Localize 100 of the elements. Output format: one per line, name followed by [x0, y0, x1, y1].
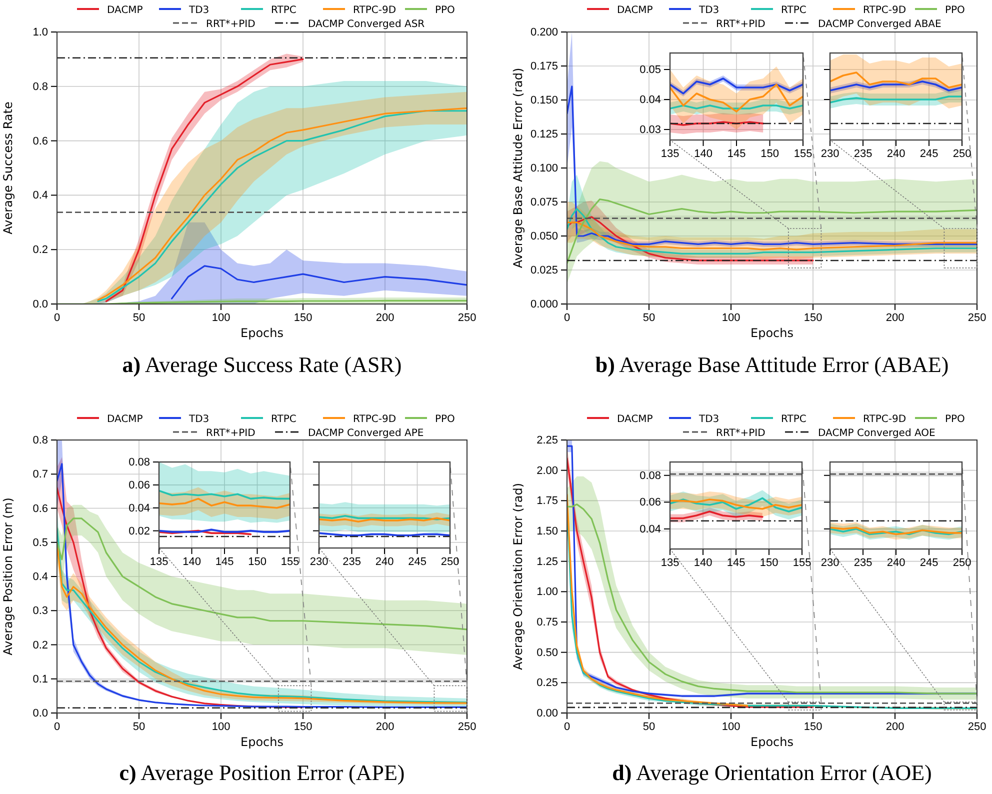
x-tick-label: 230 — [820, 148, 840, 160]
legend-label: PPO — [435, 5, 456, 16]
legend-label: PPO — [435, 414, 456, 425]
y-tick-label: 0.04 — [128, 502, 150, 514]
x-tick-label: 135 — [150, 556, 168, 568]
legend-label: RRT*+PID — [206, 19, 256, 30]
x-tick-label: 145 — [215, 556, 234, 568]
y-tick-label: 0.2 — [32, 244, 48, 256]
x-tick-label: 245 — [408, 556, 426, 568]
x-tick-label: 50 — [642, 312, 656, 324]
x-tick-label: 140 — [182, 556, 201, 568]
x-tick-label: 155 — [792, 556, 812, 569]
y-tick-label: 0.03 — [640, 124, 661, 136]
x-tick-label: 235 — [854, 148, 872, 160]
x-tick-label: 250 — [968, 312, 986, 324]
x-tick-label: 50 — [642, 720, 656, 733]
x-tick-label: 240 — [886, 148, 906, 160]
y-axis-title: Average Orientation Error (rad) — [511, 483, 525, 670]
y-axis-title: Average Position Error (m) — [1, 498, 15, 656]
text: d) Average Orientation Error (AOE) — [612, 760, 932, 785]
legend-label: DACMP — [107, 5, 143, 16]
x-tick-label: 200 — [886, 312, 904, 324]
x-tick-label: 155 — [280, 556, 300, 568]
y-tick-label: 2.25 — [536, 434, 558, 447]
y-tick-label: 0.200 — [530, 26, 558, 39]
y-tick-label: 0.08 — [128, 456, 150, 469]
y-tick-label: 0.125 — [530, 128, 558, 141]
x-tick-label: 0 — [564, 312, 570, 324]
legend-label: PPO — [945, 414, 966, 425]
legend-label: RTPC-9D — [353, 414, 396, 425]
y-tick-label: 0.05 — [640, 64, 661, 76]
y-tick-label: 0.25 — [536, 677, 558, 690]
x-tick-label: 100 — [212, 720, 230, 733]
y-tick-label: 0.00 — [536, 708, 558, 720]
legend-label: TD3 — [698, 414, 720, 425]
x-tick-label: 150 — [804, 312, 822, 324]
legend-label: TD3 — [188, 414, 210, 425]
legend-label: DACMP Converged ABAE — [818, 19, 942, 30]
x-tick-label: 230 — [820, 556, 840, 569]
y-tick-label: 0.6 — [32, 135, 48, 148]
legend-label: DACMP Converged ASR — [308, 19, 425, 30]
legend-label: DACMP — [107, 414, 143, 425]
y-tick-label: 0.06 — [128, 479, 150, 492]
x-tick-label: 155 — [794, 148, 812, 160]
y-tick-label: 0.8 — [32, 434, 48, 447]
legend-label: TD3 — [698, 5, 720, 16]
x-tick-label: 150 — [294, 720, 312, 733]
legend-label: DACMP — [617, 5, 653, 16]
x-tick-label: 145 — [726, 556, 746, 569]
y-tick-label: 0.50 — [536, 646, 558, 659]
x-tick-label: 50 — [132, 720, 146, 733]
x-tick-label: 150 — [760, 148, 779, 160]
y-tick-label: 1.50 — [536, 526, 558, 538]
legend-label: TD3 — [188, 5, 210, 16]
x-tick-label: 150 — [760, 556, 778, 569]
x-tick-label: 50 — [132, 312, 146, 324]
y-tick-label: 0.100 — [530, 162, 558, 175]
x-tick-label: 200 — [886, 720, 904, 733]
y-tick-label: 0.4 — [32, 190, 48, 202]
y-tick-label: 0.3 — [32, 605, 48, 618]
legend-label: DACMP Converged APE — [308, 428, 424, 439]
y-tick-label: 0.04 — [640, 523, 661, 536]
text: b) Average Base Attitude Error (ABAE) — [595, 352, 949, 377]
legend-label: RRT*+PID — [206, 428, 256, 439]
y-tick-label: 0.000 — [530, 298, 558, 311]
legend-label: RTPC-9D — [863, 414, 906, 425]
y-tick-label: 0.0 — [32, 298, 48, 311]
legend-label: RRT*+PID — [716, 428, 766, 439]
x-tick-label: 100 — [722, 312, 740, 324]
legend-label: RTPC — [781, 414, 806, 425]
x-tick-label: 100 — [212, 312, 230, 324]
x-tick-label: 145 — [727, 148, 746, 160]
x-tick-label: 250 — [440, 556, 460, 568]
y-tick-label: 1.0 — [32, 26, 48, 39]
x-tick-label: 135 — [660, 148, 680, 160]
x-tick-label: 135 — [660, 556, 680, 569]
x-tick-label: 235 — [342, 556, 361, 568]
text: a) Average Success Rate (ASR) — [122, 352, 402, 377]
x-tick-label: 250 — [458, 312, 476, 324]
y-tick-label: 0.0 — [32, 708, 48, 720]
legend-label: RTPC — [271, 5, 296, 16]
y-tick-label: 1.00 — [536, 586, 558, 598]
y-tick-label: 0.1 — [32, 673, 48, 686]
y-axis-title: Average Success Rate — [1, 102, 15, 234]
y-tick-label: 0.2 — [32, 639, 48, 652]
x-axis-title: Epochs — [750, 326, 794, 340]
y-tick-label: 0.150 — [530, 94, 558, 107]
x-tick-label: 140 — [694, 556, 712, 569]
y-tick-label: 0.4 — [32, 571, 48, 584]
y-tick-label: 2.00 — [536, 464, 558, 477]
y-tick-label: 0.7 — [32, 468, 48, 481]
y-tick-label: 0.06 — [640, 496, 661, 509]
y-tick-label: 1.25 — [536, 556, 558, 568]
y-tick-label: 0.75 — [536, 616, 558, 629]
y-tick-label: 0.6 — [32, 502, 48, 515]
x-axis-title: Epochs — [240, 326, 284, 340]
y-tick-label: 0.025 — [530, 264, 558, 277]
x-tick-label: 0 — [54, 720, 60, 733]
x-tick-label: 150 — [804, 720, 822, 733]
y-tick-label: 0.5 — [32, 536, 48, 549]
